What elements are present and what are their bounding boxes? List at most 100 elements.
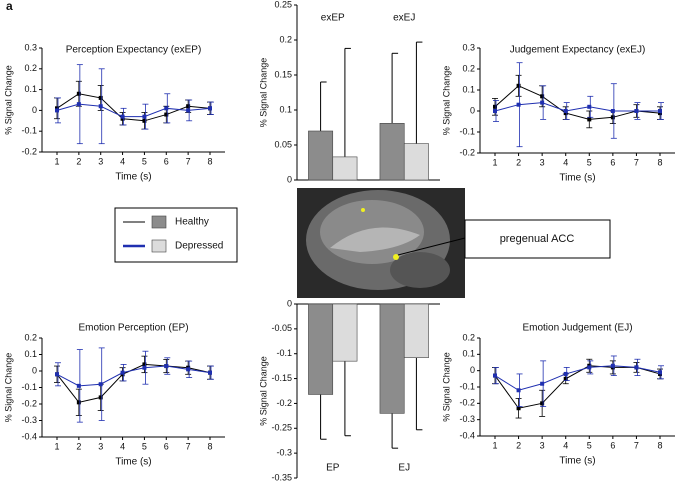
y-axis-label: % Signal Change [3,65,13,135]
point [186,104,191,109]
x-tick-label: 2 [76,441,81,451]
x-tick-label: 1 [54,441,59,451]
x-tick-label: 4 [120,156,125,166]
y-tick-label: 0.1 [462,84,475,94]
y-tick-label: -0.3 [276,448,292,458]
x-tick-label: 8 [657,157,662,167]
point [493,109,497,113]
point [186,108,191,113]
point [186,367,191,372]
x-tick-label: 6 [610,157,615,167]
chart-title: Judgement Expectancy (exEJ) [510,45,646,56]
point [98,382,103,387]
point [540,100,545,105]
point [55,106,59,111]
point [493,104,497,109]
bar [332,156,358,181]
bar [332,303,358,362]
x-tick-label: 7 [186,156,191,166]
y-tick-label: 0 [287,298,292,308]
point [164,106,169,111]
x-tick-label: 8 [207,441,212,451]
point [563,371,568,376]
brain-image [297,188,465,298]
point [540,381,545,386]
series-line [494,102,660,112]
annotation-pointer [397,237,466,256]
chart-title: Perception Expectancy (exEP) [66,45,202,56]
y-tick-label: 0.2 [279,34,292,44]
y-tick-label: 0.15 [274,69,292,79]
x-tick-label: 4 [563,440,568,450]
point [55,372,59,377]
y-tick-label: 0.1 [24,84,37,94]
point [208,106,212,111]
x-tick-label: 6 [164,156,169,166]
x-axis-label: Time (s) [115,457,151,468]
point [76,91,81,96]
y-tick-label: 0 [470,365,475,375]
x-tick-label: 4 [120,441,125,451]
x-axis-label: Time (s) [559,456,595,467]
y-tick-label: -0.4 [459,430,475,440]
point [540,94,545,99]
point [610,363,615,368]
point [634,365,639,370]
y-tick-label: 0.3 [24,42,37,52]
y-axis-label: % Signal Change [258,356,268,426]
x-tick-label: 3 [98,441,103,451]
x-tick-label: 4 [563,157,568,167]
category-label: EP [326,463,340,474]
y-tick-label: -0.1 [21,382,37,392]
legend-label: Depressed [175,241,223,252]
point [516,83,521,88]
x-tick-label: 2 [516,157,521,167]
x-tick-label: 1 [54,156,59,166]
y-tick-label: 0 [32,105,37,115]
point [658,111,662,116]
y-tick-label: -0.1 [459,381,475,391]
y-tick-label: -0.2 [459,398,475,408]
x-tick-label: 7 [186,441,191,451]
point [164,112,169,117]
point [142,362,147,367]
x-tick-label: 7 [634,440,639,450]
y-tick-label: 0.2 [462,63,475,73]
x-tick-label: 1 [492,440,497,450]
point [164,364,169,369]
series-line [56,363,211,403]
category-label: exEP [321,13,345,24]
point [142,114,147,119]
x-tick-label: 6 [610,440,615,450]
point [120,370,125,375]
point [563,111,568,116]
x-tick-label: 5 [587,157,592,167]
point [540,401,545,406]
y-tick-label: -0.15 [271,373,292,383]
point [516,406,521,411]
x-tick-label: 8 [657,440,662,450]
y-tick-label: 0.1 [24,349,37,359]
point [120,114,125,119]
y-tick-label: 0.2 [24,63,37,73]
point [76,400,81,405]
y-tick-label: -0.25 [271,423,292,433]
series-line [494,85,661,120]
y-tick-label: 0.2 [462,332,475,342]
y-tick-label: -0.4 [21,431,37,441]
y-axis-label: % Signal Change [3,353,13,423]
legend-swatch [151,215,167,229]
x-tick-label: 1 [492,157,497,167]
y-tick-label: 0.05 [274,139,292,149]
series-line [494,365,661,391]
figure-label: a [6,0,13,13]
series-line [56,93,211,122]
legend-label: Healthy [175,217,209,228]
y-tick-label: -0.3 [459,414,475,424]
chart-title: Emotion Perception (EP) [78,323,188,334]
y-axis-label: % Signal Change [258,58,268,128]
point [610,115,615,120]
y-tick-label: 0 [470,105,475,115]
y-tick-label: 0.1 [279,104,292,114]
